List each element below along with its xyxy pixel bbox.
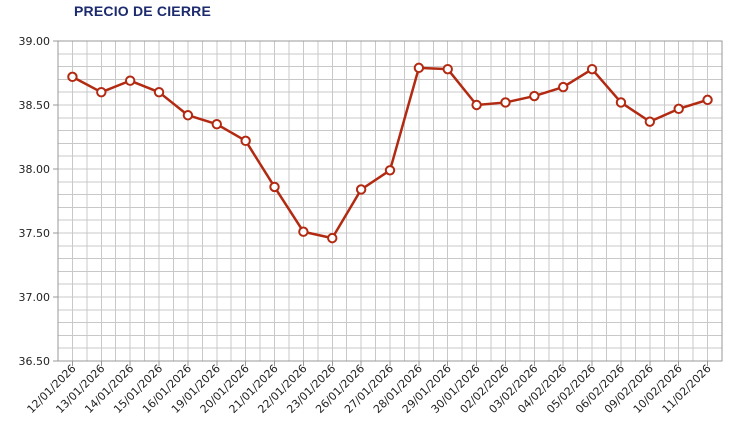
data-point[interactable] (615, 97, 627, 108)
data-point[interactable] (182, 110, 194, 121)
y-tick-label: 37.50 (19, 227, 51, 240)
data-point[interactable] (124, 75, 136, 86)
data-point[interactable] (327, 232, 338, 244)
y-tick-label: 38.50 (19, 99, 51, 112)
data-point[interactable] (702, 94, 713, 106)
data-point[interactable] (153, 87, 165, 98)
data-point[interactable] (471, 99, 482, 111)
y-tick-label: 38.00 (19, 163, 51, 176)
x-tick-labels: 12/01/202613/01/202614/01/202615/01/2026… (25, 362, 714, 416)
data-point[interactable] (355, 184, 367, 195)
data-point[interactable] (586, 63, 598, 75)
data-point[interactable] (96, 87, 107, 98)
data-point[interactable] (269, 181, 280, 193)
data-point[interactable] (211, 119, 222, 130)
data-point[interactable] (442, 63, 453, 75)
data-point[interactable] (67, 71, 78, 83)
y-tick-labels: 36.50 37.00 37.50 38.00 38.50 39.00 (19, 35, 51, 368)
data-point[interactable] (413, 62, 425, 74)
data-point[interactable] (673, 103, 684, 115)
data-point[interactable] (240, 135, 251, 147)
y-tick-label: 39.00 (19, 35, 51, 48)
axis-layer (53, 40, 723, 366)
data-point[interactable] (529, 90, 540, 102)
data-point[interactable] (500, 97, 511, 108)
grid-layer (57, 40, 723, 362)
data-point[interactable] (558, 81, 569, 93)
data-point[interactable] (384, 165, 396, 176)
y-tick-label: 37.00 (19, 291, 51, 304)
data-point[interactable] (298, 226, 309, 237)
data-point[interactable] (644, 116, 656, 127)
series-layer (67, 62, 713, 244)
chart-title: PRECIO DE CIERRE (74, 3, 211, 19)
y-tick-label: 36.50 (19, 355, 51, 368)
